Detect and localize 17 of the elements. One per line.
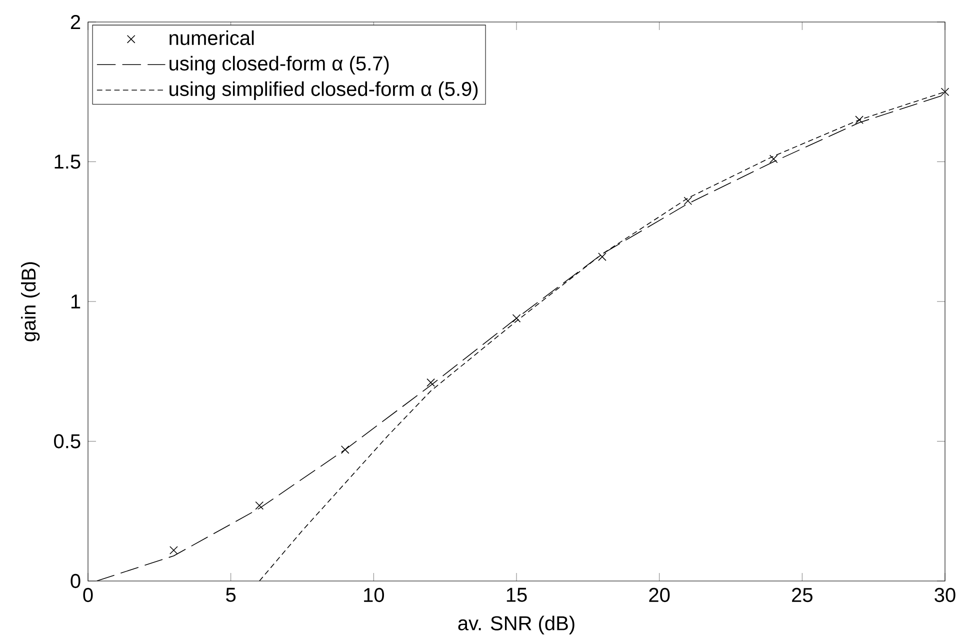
x-tick-label: 15	[506, 588, 527, 602]
y-axis-title: gain (dB)	[21, 262, 40, 342]
x-tick-label: 5	[226, 588, 236, 602]
legend-label: using simplified closed-form α (5.9)	[170, 81, 478, 100]
x-tick-label: 30	[934, 588, 956, 602]
legend-label: using closed-form α (5.7)	[170, 56, 389, 75]
y-tick-label: 2	[70, 15, 80, 29]
x-tick-label: 20	[649, 588, 670, 602]
x-axis-title: av. SNR (dB)	[458, 616, 574, 634]
x-tick-label: 0	[83, 588, 93, 602]
y-tick-label: 1.5	[54, 154, 80, 169]
legend-label: numerical	[170, 30, 254, 46]
x-tick-label: 25	[792, 588, 812, 602]
x-tick-label: 10	[364, 588, 384, 602]
y-tick-label: 1	[71, 294, 80, 308]
y-tick-label: 0.5	[54, 434, 80, 448]
y-tick-label: 0	[70, 574, 80, 588]
